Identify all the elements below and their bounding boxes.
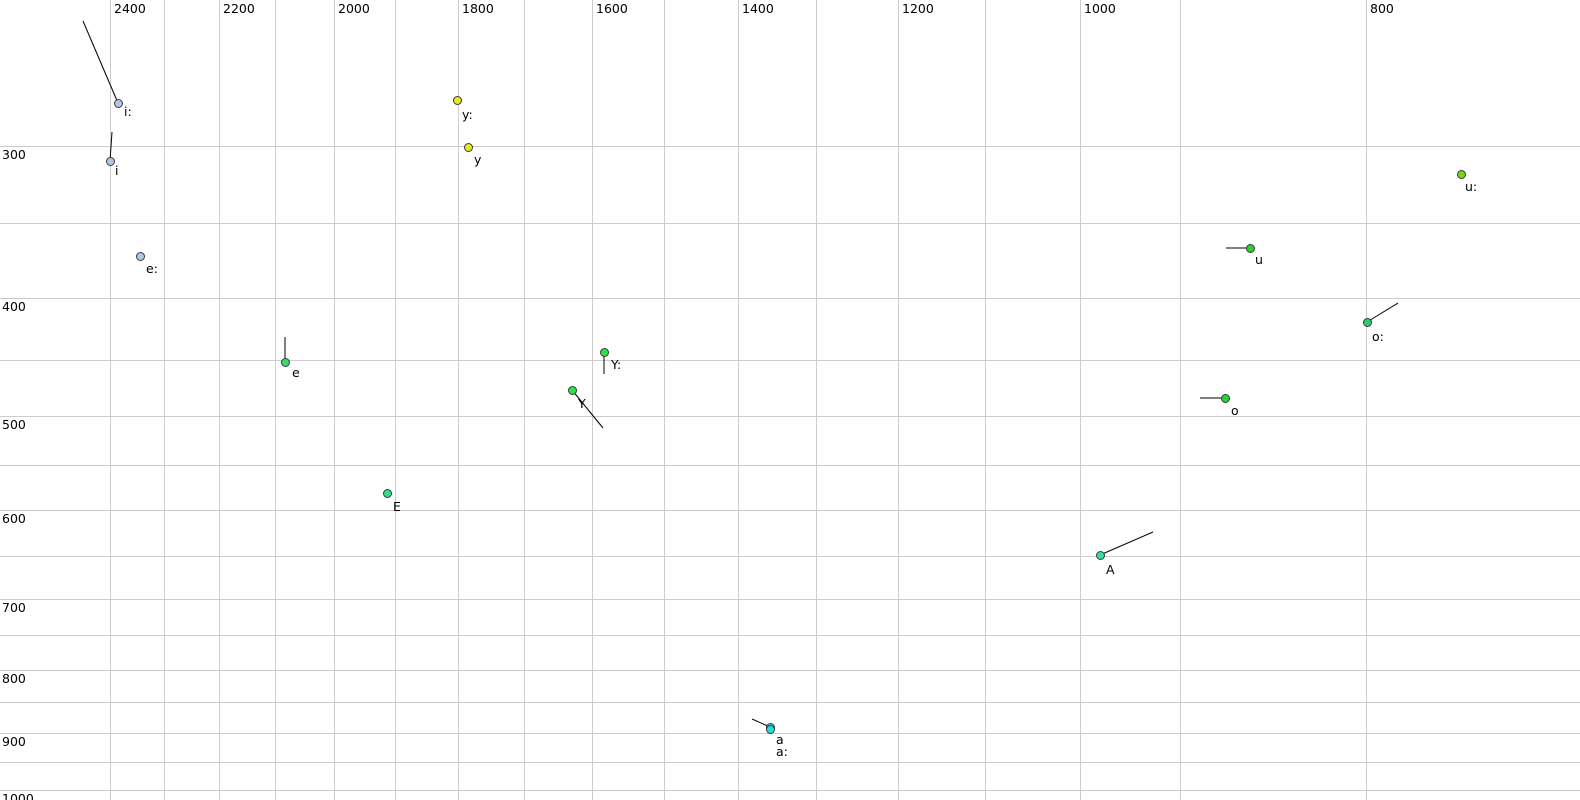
vowel-point-marker[interactable]: [382, 488, 392, 498]
vowel-point-marker[interactable]: [1245, 243, 1255, 253]
vowel-point-marker[interactable]: [463, 142, 473, 152]
x-gridline: [1366, 0, 1367, 800]
y-gridline: [0, 790, 1580, 791]
vowel-point-label: u:: [1465, 179, 1478, 194]
x-gridline: [219, 0, 220, 800]
vowel-point-marker[interactable]: [280, 357, 290, 367]
x-tick-label: 1200: [902, 1, 934, 16]
vowel-point-marker[interactable]: [1456, 169, 1466, 179]
vowel-point-label: o:: [1372, 329, 1384, 344]
vowel-point-label: Y:: [611, 357, 622, 372]
x-gridline: [898, 0, 899, 800]
vowel-point-label: e:: [146, 261, 158, 276]
vowel-point-label: a:: [776, 744, 788, 759]
y-tick-label: 1000: [2, 791, 34, 800]
x-gridline: [664, 0, 665, 800]
x-gridline: [458, 0, 459, 800]
y-gridline: [0, 702, 1580, 703]
x-tick-label: 2200: [223, 1, 255, 16]
y-gridline: [0, 360, 1580, 361]
y-gridline: [0, 762, 1580, 763]
x-gridline: [275, 0, 276, 800]
x-tick-label: 1600: [596, 1, 628, 16]
y-gridline: [0, 510, 1580, 511]
y-gridline: [0, 556, 1580, 557]
x-gridline: [110, 0, 111, 800]
vowel-point-marker[interactable]: [567, 385, 577, 395]
vowel-point-marker[interactable]: [1095, 550, 1105, 560]
y-gridline: [0, 465, 1580, 466]
x-gridline: [985, 0, 986, 800]
vowel-point-label: i: [115, 163, 119, 178]
vowel-point-label: Y: [578, 396, 586, 411]
x-tick-label: 1000: [1084, 1, 1116, 16]
vowel-point-label: a: [776, 732, 784, 747]
x-tick-label: 2000: [338, 1, 370, 16]
y-gridline: [0, 635, 1580, 636]
y-tick-label: 300: [2, 147, 26, 162]
vowel-point-label: y: [474, 152, 482, 167]
y-tick-label: 800: [2, 671, 26, 686]
y-tick-label: 700: [2, 600, 26, 615]
y-gridline: [0, 670, 1580, 671]
x-gridline: [334, 0, 335, 800]
vowel-point-marker[interactable]: [765, 724, 775, 734]
vowel-point-marker[interactable]: [113, 98, 123, 108]
vowel-point-label: o: [1231, 403, 1239, 418]
x-tick-label: 1800: [462, 1, 494, 16]
vowel-point-label: E: [393, 499, 401, 514]
y-tick-label: 900: [2, 734, 26, 749]
vowel-point-label: u: [1255, 252, 1263, 267]
vowel-point-marker[interactable]: [452, 95, 462, 105]
x-tick-label: 1400: [742, 1, 774, 16]
y-tick-label: 400: [2, 299, 26, 314]
x-tick-label: 800: [1370, 1, 1394, 16]
vowel-point-marker[interactable]: [135, 251, 145, 261]
y-tick-label: 500: [2, 417, 26, 432]
y-gridline: [0, 416, 1580, 417]
vowel-point-marker[interactable]: [1220, 393, 1230, 403]
y-gridline: [0, 223, 1580, 224]
x-tick-label: 2400: [114, 1, 146, 16]
vowel-point-label: A: [1106, 562, 1115, 577]
y-gridline: [0, 146, 1580, 147]
x-gridline: [395, 0, 396, 800]
y-gridline: [0, 733, 1580, 734]
x-gridline: [164, 0, 165, 800]
x-gridline: [816, 0, 817, 800]
y-tick-label: 600: [2, 511, 26, 526]
y-gridline: [0, 298, 1580, 299]
vowel-point-label: e: [292, 365, 300, 380]
vowel-point-marker[interactable]: [1362, 317, 1372, 327]
x-gridline: [1080, 0, 1081, 800]
vowel-point-label: y:: [462, 107, 473, 122]
x-gridline: [592, 0, 593, 800]
y-gridline: [0, 599, 1580, 600]
x-gridline: [738, 0, 739, 800]
x-gridline: [524, 0, 525, 800]
vowel-point-marker[interactable]: [599, 347, 609, 357]
x-gridline: [1180, 0, 1181, 800]
vowel-point-marker[interactable]: [105, 156, 115, 166]
vowel-point-label: i:: [124, 104, 132, 119]
